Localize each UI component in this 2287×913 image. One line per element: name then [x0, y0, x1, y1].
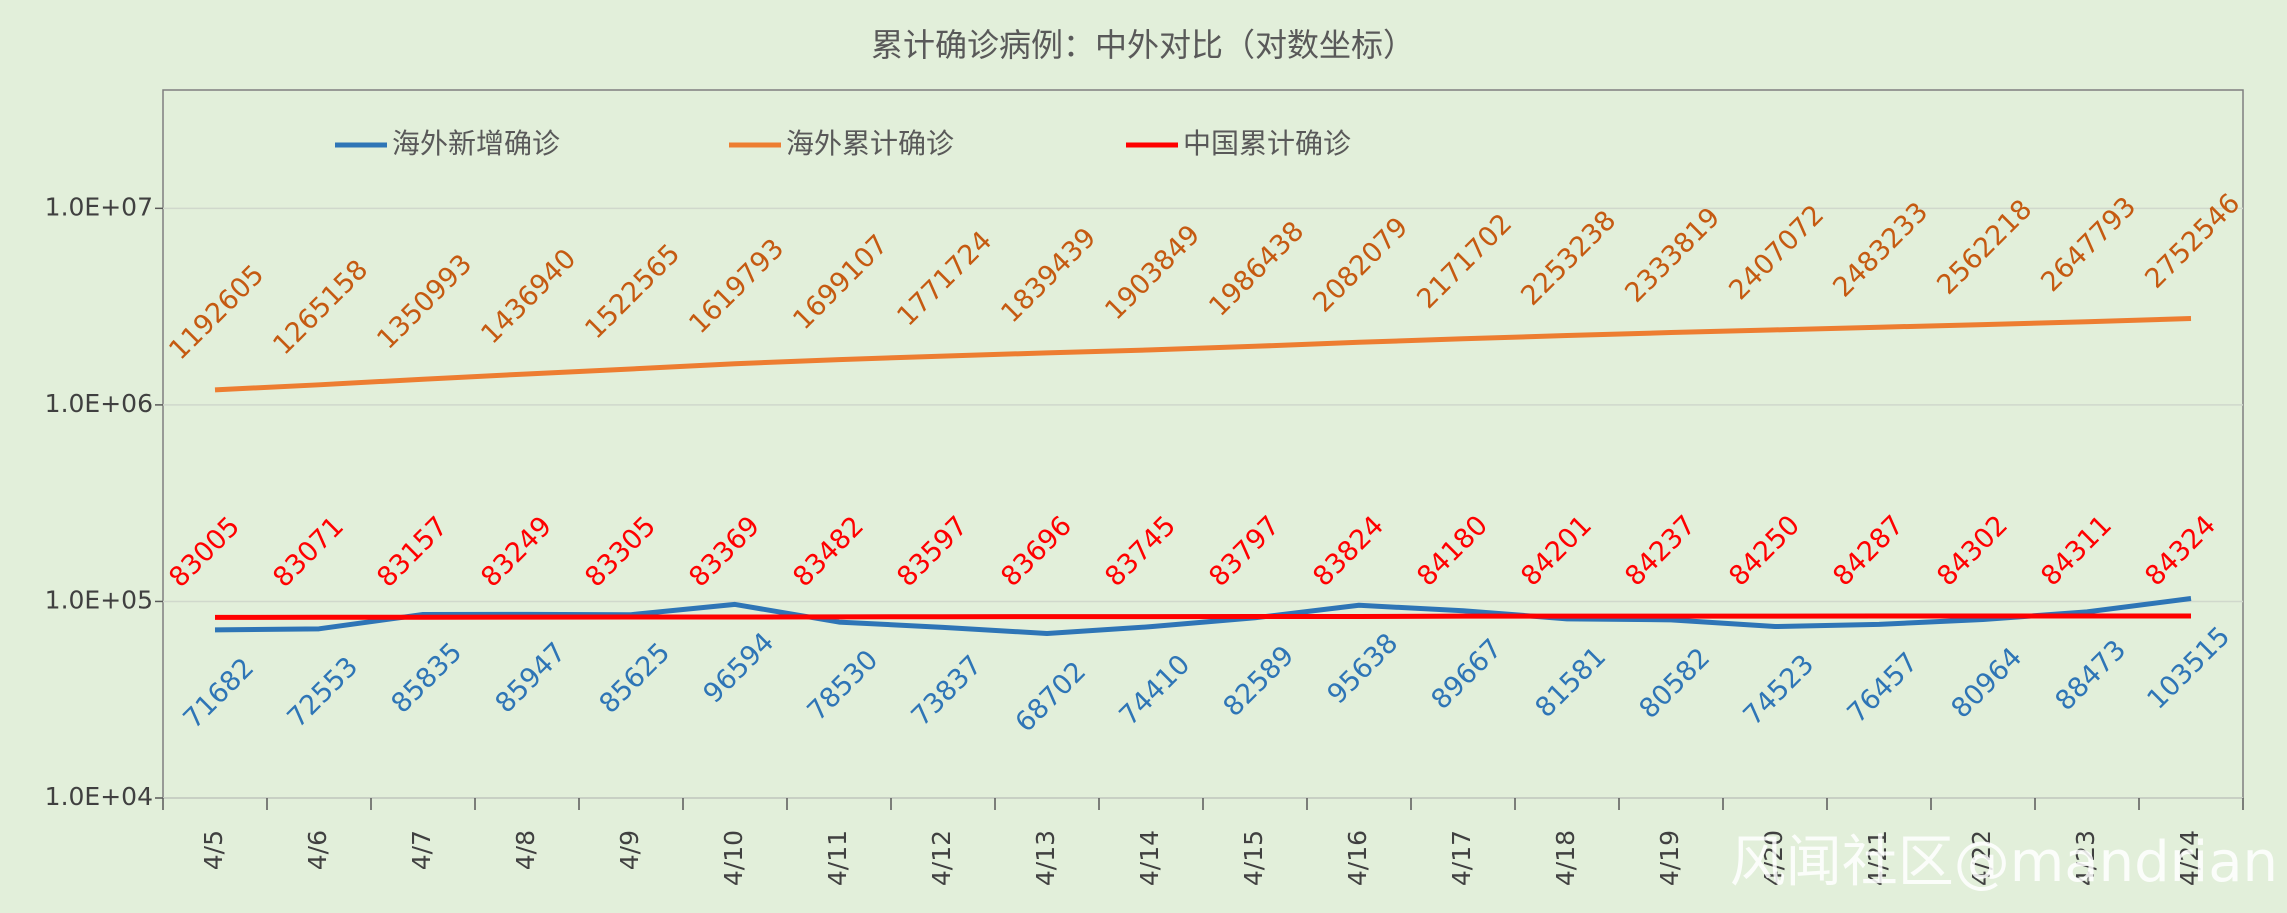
x-tick-label: 4/6 — [303, 830, 332, 870]
x-tick-label: 4/17 — [1447, 830, 1476, 886]
x-tick-label: 4/24 — [2175, 830, 2204, 886]
x-tick-label: 4/8 — [511, 830, 540, 870]
y-tick-label: 1.0E+06 — [45, 389, 153, 418]
x-tick-label: 4/5 — [199, 830, 228, 870]
x-tick-label: 4/14 — [1135, 830, 1164, 886]
legend-label: 中国累计确诊 — [1183, 127, 1351, 160]
x-tick-label: 4/18 — [1551, 830, 1580, 886]
series-line — [214, 613, 2192, 620]
x-tick-label: 4/11 — [823, 830, 852, 886]
x-tick-label: 4/23 — [2071, 830, 2100, 886]
y-tick-label: 1.0E+04 — [45, 782, 153, 811]
plot-area — [162, 89, 2244, 799]
series-line — [214, 596, 2192, 636]
x-tick-label: 4/21 — [1863, 830, 1892, 886]
x-tick-label: 4/20 — [1759, 830, 1788, 886]
x-tick-label: 4/12 — [927, 830, 956, 886]
legend-label: 海外累计确诊 — [786, 127, 954, 160]
x-tick-label: 4/9 — [615, 830, 644, 870]
y-tick-label: 1.0E+07 — [45, 192, 153, 221]
chart-title: 累计确诊病例：中外对比（对数坐标） — [871, 26, 1415, 64]
series-line — [214, 315, 2192, 393]
x-tick-label: 4/15 — [1239, 830, 1268, 886]
x-tick-label: 4/16 — [1343, 830, 1372, 886]
y-tick-label: 1.0E+05 — [45, 585, 153, 614]
x-tick-label: 4/13 — [1031, 830, 1060, 886]
legend-label: 海外新增确诊 — [392, 127, 560, 160]
x-tick-label: 4/7 — [407, 830, 436, 870]
x-tick-label: 4/19 — [1655, 830, 1684, 886]
x-tick-label: 4/22 — [1967, 830, 1996, 886]
watermark: 风闻社区@mandrian — [1730, 830, 2278, 895]
x-tick-label: 4/10 — [719, 830, 748, 886]
